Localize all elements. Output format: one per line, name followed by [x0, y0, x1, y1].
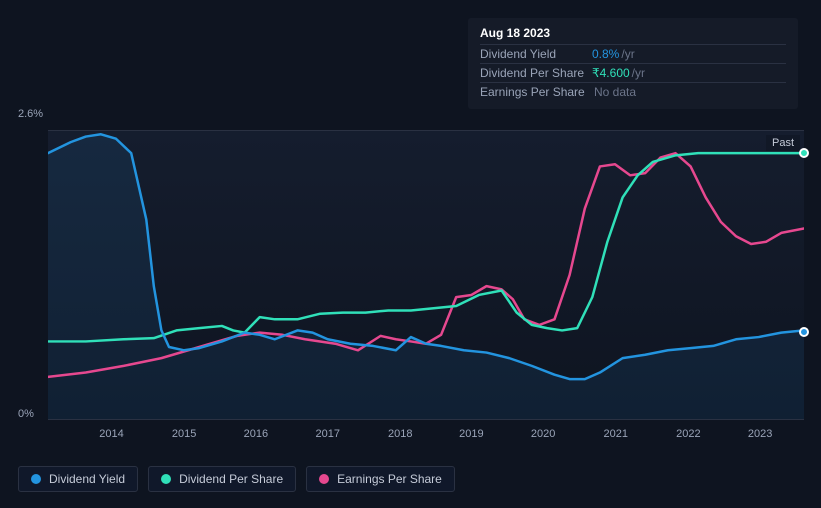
tooltip-value: 0.8%/yr [592, 47, 786, 61]
past-label: Past [766, 135, 800, 151]
legend-label: Dividend Yield [49, 472, 125, 486]
x-axis-tick: 2017 [315, 428, 339, 440]
series-end-dot-icon [799, 327, 809, 337]
tooltip-value-number: 0.8% [592, 47, 619, 61]
tooltip-label: Earnings Per Share [480, 85, 592, 99]
x-axis-tick: 2019 [459, 428, 483, 440]
tooltip-label: Dividend Yield [480, 47, 592, 61]
x-axis-tick: 2021 [604, 428, 628, 440]
legend-item-dividend-per-share[interactable]: Dividend Per Share [148, 466, 296, 492]
chart-plot[interactable]: Past [48, 130, 804, 420]
legend-dot-icon [31, 474, 41, 484]
series-end-dot-icon [799, 148, 809, 158]
x-axis: 2014 2015 2016 2017 2018 2019 2020 2021 2022 2023 [48, 428, 804, 448]
tooltip-label: Dividend Per Share [480, 66, 592, 80]
y-axis-bottom-label: 0% [18, 408, 34, 420]
y-axis-top-label: 2.6% [18, 108, 43, 120]
tooltip-row: Earnings Per Share No data [480, 82, 786, 101]
x-axis-tick: 2018 [388, 428, 412, 440]
chart-tooltip: Aug 18 2023 Dividend Yield 0.8%/yr Divid… [468, 18, 798, 109]
x-axis-tick: 2014 [99, 428, 123, 440]
legend-dot-icon [161, 474, 171, 484]
tooltip-row: Dividend Per Share ₹4.600/yr [480, 63, 786, 82]
legend-dot-icon [319, 474, 329, 484]
tooltip-value-unit: /yr [632, 66, 645, 80]
legend-item-dividend-yield[interactable]: Dividend Yield [18, 466, 138, 492]
tooltip-value-number: No data [594, 85, 636, 99]
tooltip-date: Aug 18 2023 [480, 26, 786, 40]
tooltip-value-number: ₹4.600 [592, 66, 630, 80]
x-axis-tick: 2023 [748, 428, 772, 440]
legend-label: Dividend Per Share [179, 472, 283, 486]
tooltip-value: ₹4.600/yr [592, 66, 786, 80]
x-axis-tick: 2016 [244, 428, 268, 440]
chart-svg [48, 131, 804, 419]
x-axis-tick: 2020 [531, 428, 555, 440]
tooltip-value: No data [592, 85, 786, 99]
x-axis-tick: 2022 [676, 428, 700, 440]
tooltip-row: Dividend Yield 0.8%/yr [480, 44, 786, 63]
legend-label: Earnings Per Share [337, 472, 442, 486]
legend-item-earnings-per-share[interactable]: Earnings Per Share [306, 466, 455, 492]
tooltip-value-unit: /yr [621, 47, 634, 61]
x-axis-tick: 2015 [172, 428, 196, 440]
chart-legend: Dividend Yield Dividend Per Share Earnin… [18, 466, 455, 492]
